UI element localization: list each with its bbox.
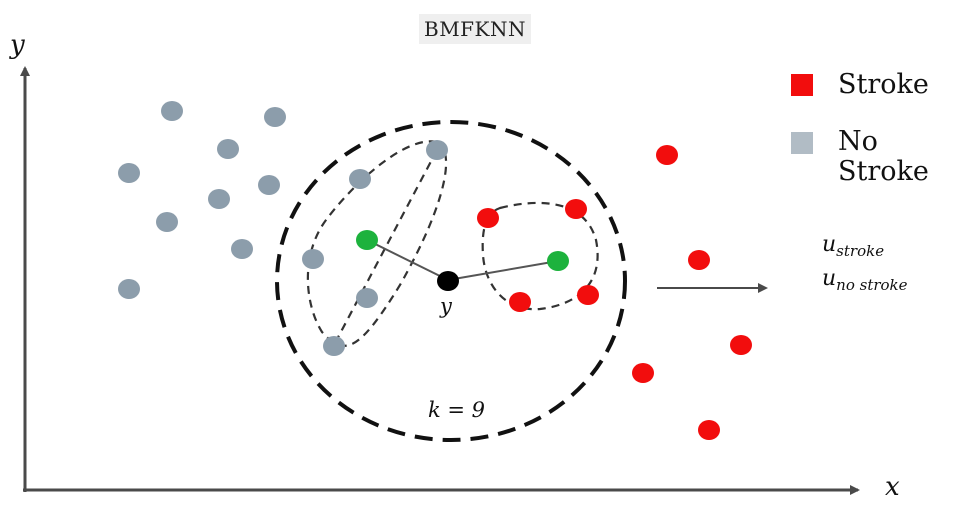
k-neighborhood-circle xyxy=(275,120,627,442)
no-stroke-point xyxy=(323,336,345,356)
u-no-stroke-subscript: no stroke xyxy=(836,276,908,294)
no-stroke-point xyxy=(217,139,239,159)
stroke-point xyxy=(577,285,599,305)
no-stroke-point xyxy=(231,239,253,259)
no-stroke-point xyxy=(156,212,178,232)
stroke-points xyxy=(477,145,752,440)
stroke-cluster-outline xyxy=(481,201,599,311)
no-stroke-point xyxy=(356,288,378,308)
y-axis-label: y xyxy=(10,30,25,60)
query-to-no-stroke-centroid-line xyxy=(366,239,449,281)
stroke-point xyxy=(477,208,499,228)
no-stroke-point xyxy=(118,163,140,183)
query-point xyxy=(437,271,459,291)
no-stroke-cluster-diagonal xyxy=(333,149,438,346)
no-stroke-point xyxy=(208,189,230,209)
no-stroke-point xyxy=(426,140,448,160)
legend-swatch-no-stroke xyxy=(791,132,813,154)
stroke-point xyxy=(688,250,710,270)
u-no-stroke-label: uno stroke xyxy=(822,266,908,294)
u-no-stroke-symbol: u xyxy=(822,266,837,291)
no-stroke-point xyxy=(258,175,280,195)
no-stroke-centroid-point xyxy=(356,230,378,250)
u-stroke-label: ustroke xyxy=(822,232,884,260)
stroke-point xyxy=(656,145,678,165)
stroke-point xyxy=(632,363,654,383)
stroke-point xyxy=(730,335,752,355)
diagram-title: BMFKNN xyxy=(424,17,526,41)
k-label-text: k = 9 xyxy=(428,398,486,422)
no-stroke-point xyxy=(161,101,183,121)
legend-swatch-stroke xyxy=(791,74,813,96)
query-label: y xyxy=(440,294,452,318)
k-label: k = 9 xyxy=(428,398,485,422)
stroke-point xyxy=(698,420,720,440)
u-stroke-symbol: u xyxy=(822,232,837,257)
legend-label-stroke: Stroke xyxy=(838,69,929,100)
no-stroke-points xyxy=(118,101,448,356)
title-background xyxy=(419,14,531,44)
no-stroke-point xyxy=(118,279,140,299)
stroke-point xyxy=(565,199,587,219)
query-to-stroke-centroid-line xyxy=(447,260,559,281)
stroke-point xyxy=(509,292,531,312)
stroke-centroid-point xyxy=(547,251,569,271)
no-stroke-point xyxy=(264,107,286,127)
x-axis-label: x xyxy=(885,472,900,502)
no-stroke-point xyxy=(302,249,324,269)
no-stroke-point xyxy=(349,169,371,189)
u-stroke-subscript: stroke xyxy=(836,242,885,260)
legend-label-no-stroke: No Stroke xyxy=(838,126,929,187)
